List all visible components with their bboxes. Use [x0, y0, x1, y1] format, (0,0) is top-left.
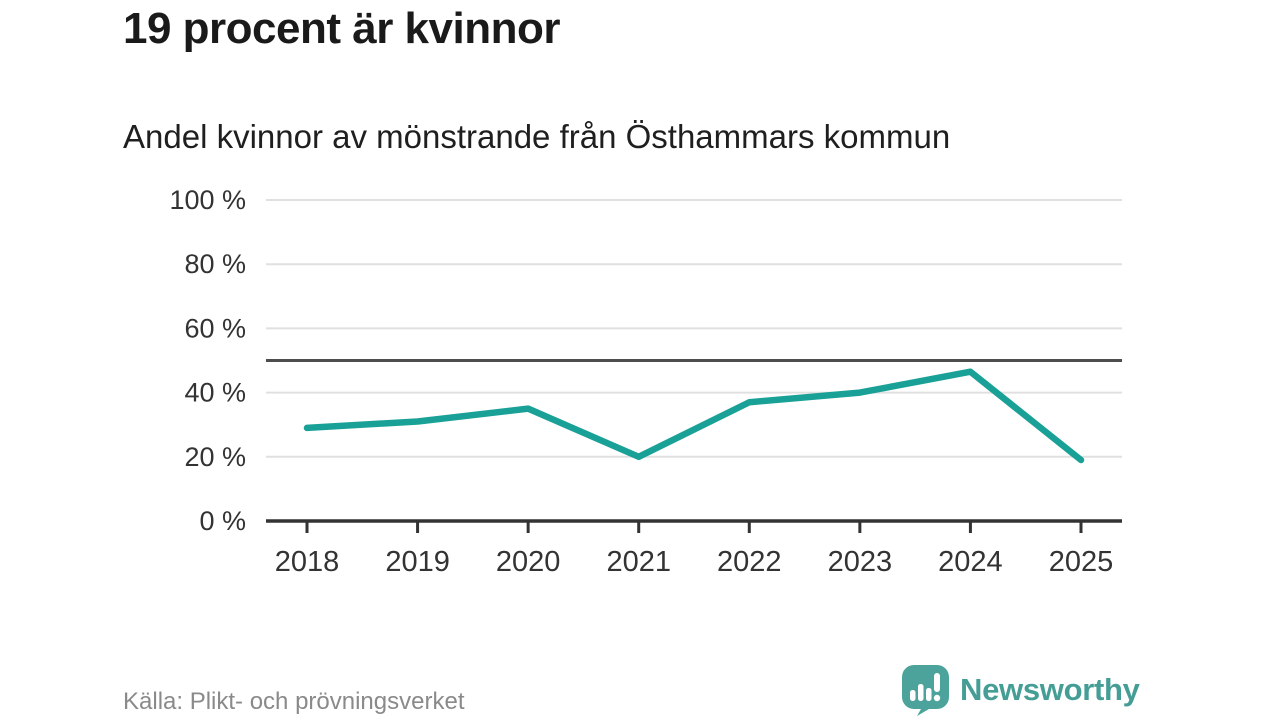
x-tick-label: 2020: [496, 546, 561, 578]
x-tick-label: 2021: [606, 546, 671, 578]
chart-subtitle: Andel kvinnor av mönstrande från Östhamm…: [123, 118, 951, 155]
x-tick-label: 2022: [717, 546, 782, 578]
x-tick-label: 2025: [1049, 546, 1114, 578]
x-tick-label: 2023: [828, 546, 893, 578]
y-tick-label: 60 %: [184, 313, 246, 343]
newsworthy-logo-icon: [902, 665, 949, 716]
x-tick-label: 2019: [385, 546, 450, 578]
data-line-series: [303, 368, 1085, 464]
y-tick-label: 0 %: [199, 506, 246, 536]
brand-name: Newsworthy: [960, 672, 1140, 707]
chart-title: 19 procent är kvinnor: [123, 4, 560, 53]
y-tick-label: 40 %: [184, 378, 246, 408]
newsworthy-brand: Newsworthy: [901, 664, 1140, 716]
y-tick-label: 100 %: [169, 185, 246, 215]
source-note: Källa: Plikt- och prövningsverket: [123, 688, 465, 715]
y-tick-label: 20 %: [184, 442, 246, 472]
y-tick-label: 80 %: [184, 249, 246, 279]
x-tick-label: 2024: [938, 546, 1003, 578]
x-tick-label: 2018: [275, 546, 340, 578]
